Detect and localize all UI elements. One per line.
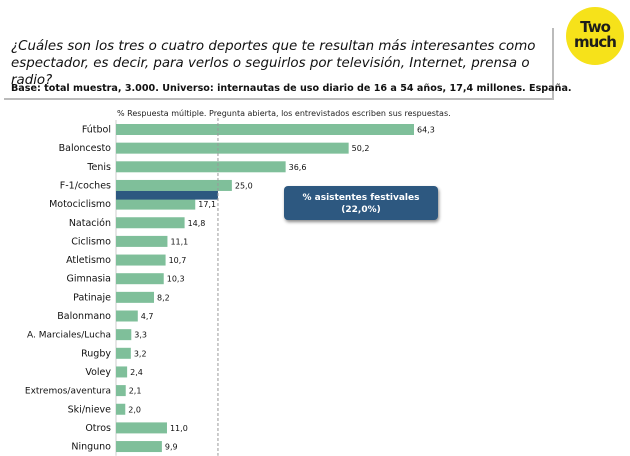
category-label: Fútbol (82, 125, 111, 136)
bar (116, 198, 196, 210)
category-label: Ciclismo (71, 236, 111, 247)
category-label: Extremos/aventura (25, 387, 111, 397)
bar (116, 235, 168, 247)
bar (116, 403, 126, 415)
value-label: 2,1 (129, 387, 142, 396)
value-label: 2,4 (130, 368, 143, 377)
category-label: Natación (69, 218, 111, 229)
logo-text-line1: Two (580, 18, 611, 36)
value-label: 10,7 (169, 256, 187, 265)
value-label: 2,0 (128, 405, 141, 414)
category-label: Rugby (81, 348, 111, 359)
bar (116, 310, 138, 322)
category-label: Gimnasia (66, 274, 111, 285)
value-label: 3,3 (134, 331, 147, 340)
bar (116, 366, 128, 378)
bar (116, 441, 162, 453)
value-label: 11,1 (170, 237, 188, 246)
category-label: Voley (85, 367, 111, 378)
bar (116, 329, 132, 341)
bar (116, 422, 167, 434)
highlight-band (116, 190, 218, 200)
category-label: Ski/nieve (68, 404, 111, 415)
value-label: 9,9 (165, 443, 178, 452)
bar (116, 124, 414, 135)
value-label: 25,0 (235, 181, 253, 190)
category-label: Ninguno (71, 442, 111, 453)
logo-text-line2: much (574, 33, 617, 51)
value-label: 14,8 (188, 219, 206, 228)
chart-note: % Respuesta múltiple. Pregunta abierta, … (117, 109, 451, 118)
bar (116, 217, 185, 229)
bar (116, 273, 164, 285)
festival-attendees-callout: % asistentes festivales (22,0%) (284, 186, 438, 220)
bar (116, 291, 155, 303)
value-label: 17,1 (198, 200, 216, 209)
value-label: 11,0 (170, 424, 188, 433)
category-label: Baloncesto (59, 143, 112, 154)
value-label: 4,7 (141, 312, 154, 321)
value-label: 36,6 (289, 163, 307, 172)
value-label: 50,2 (352, 144, 370, 153)
category-label: A. Marciales/Lucha (27, 331, 111, 341)
category-label: Otros (85, 423, 111, 434)
bar (116, 161, 286, 173)
category-label: Balonmano (57, 311, 111, 322)
value-label: 3,2 (134, 349, 147, 358)
category-label: F-1/coches (60, 180, 111, 191)
sample-base-note: Base: total muestra, 3.000. Universo: in… (11, 83, 572, 94)
category-label: Patinaje (73, 292, 111, 303)
bar (116, 142, 349, 154)
bar (116, 179, 232, 191)
category-label: Atletismo (66, 255, 111, 266)
value-label: 8,2 (157, 293, 170, 302)
two-much-logo: Two much (566, 7, 624, 65)
callout-value: (22,0%) (341, 205, 381, 215)
category-label: Tenis (86, 162, 111, 173)
header-box (4, 28, 554, 100)
survey-question: ¿Cuáles son los tres o cuatro deportes q… (11, 39, 536, 88)
callout-title: % asistentes festivales (302, 193, 420, 203)
value-label: 10,3 (167, 275, 185, 284)
value-label: 64,3 (417, 126, 435, 135)
bar (116, 254, 166, 266)
bar (116, 385, 126, 397)
category-label: Motociclismo (49, 199, 111, 210)
bar (116, 347, 131, 359)
